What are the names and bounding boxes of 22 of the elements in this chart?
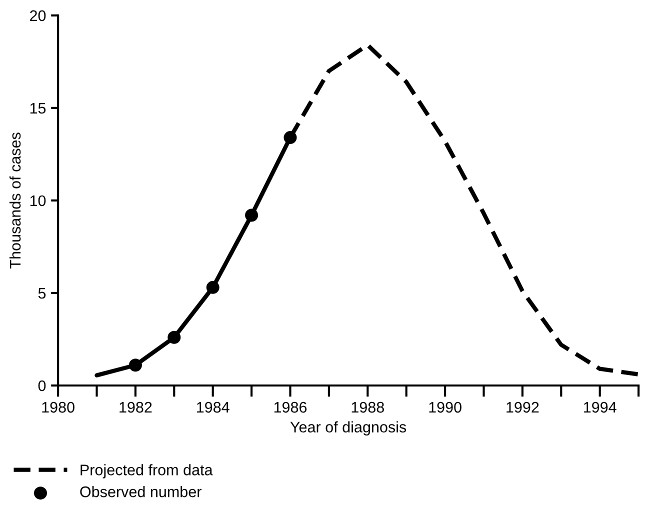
x-tick-label: 1980 [42,402,74,413]
x-tick-label: 1984 [197,402,230,413]
point [168,330,181,344]
x-tick-label: 1994 [584,402,616,413]
y-tick-label: 0 [38,380,46,392]
x-tick-label: 1990 [429,402,462,413]
y-tick-label: 10 [30,195,46,206]
legend-label: Observed number [80,486,202,498]
y-tick-label: 15 [30,102,46,114]
x-axis-title: Year of diagnosis [290,421,406,436]
legend-label: Projected from data [80,464,213,478]
point [128,358,142,372]
x-tick-label: 1982 [120,402,152,413]
x-tick-label: 1986 [274,402,307,413]
y-tick-label: 5 [38,288,46,299]
x-tick-label: 1992 [506,402,539,413]
x-tick-label: 1988 [352,402,384,413]
y-tick-label: 20 [30,10,46,22]
point [284,131,297,144]
point [245,208,258,222]
point [206,280,220,294]
y-axis-title: Thousands of cases [9,132,21,268]
